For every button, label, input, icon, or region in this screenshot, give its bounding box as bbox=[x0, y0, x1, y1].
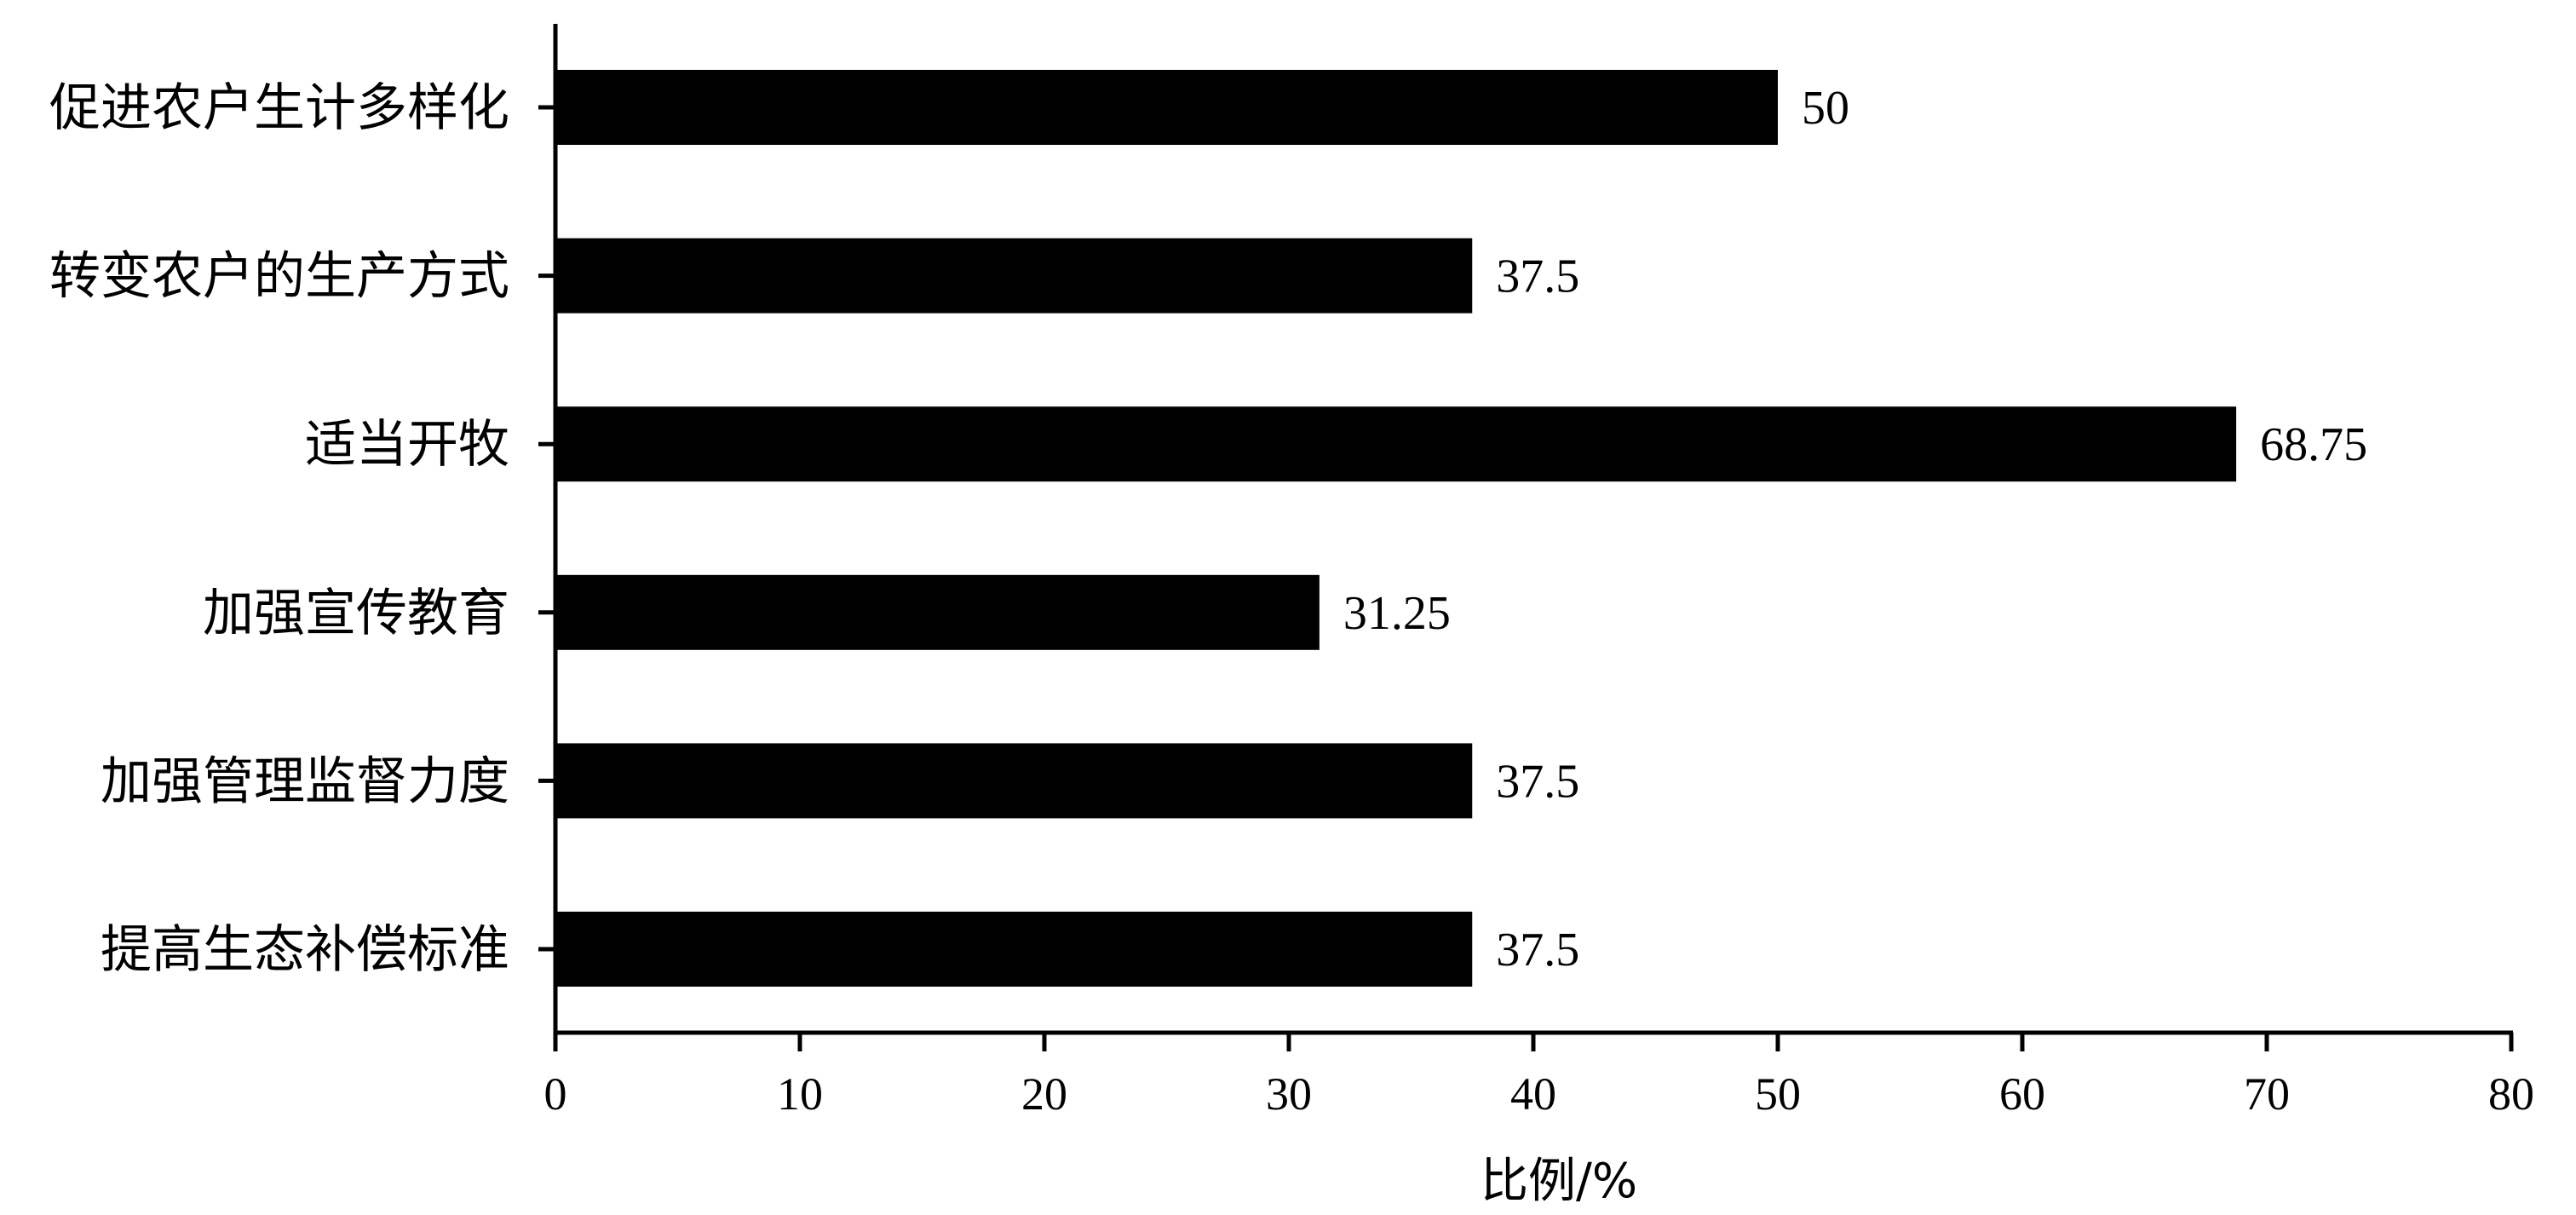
value-label-1: 37.5 bbox=[1496, 250, 1579, 303]
category-labels-layer: 促进农户生计多样化转变农户的生产方式适当开牧加强宣传教育加强管理监督力度提高生态… bbox=[49, 78, 509, 980]
category-label-1: 转变农户的生产方式 bbox=[49, 247, 509, 307]
x-axis-title: 比例/% bbox=[1481, 1154, 1637, 1209]
x-tick-label-2: 20 bbox=[1021, 1068, 1067, 1120]
bar-5 bbox=[555, 912, 1473, 987]
x-tick-label-5: 50 bbox=[1755, 1068, 1801, 1120]
value-label-4: 37.5 bbox=[1496, 755, 1579, 808]
x-tick-label-8: 80 bbox=[2488, 1068, 2534, 1120]
value-label-3: 31.25 bbox=[1343, 587, 1451, 640]
value-label-2: 68.75 bbox=[2260, 418, 2367, 471]
x-tick-label-4: 40 bbox=[1510, 1068, 1556, 1120]
bar-3 bbox=[555, 574, 1320, 650]
x-tick-label-1: 10 bbox=[777, 1068, 823, 1120]
x-tick-label-6: 60 bbox=[1999, 1068, 2045, 1120]
axes-layer bbox=[538, 24, 2513, 1035]
bar-4 bbox=[555, 743, 1473, 819]
value-labels-layer: 50 37.5 68.75 31.25 37.5 37.5 bbox=[1343, 82, 2367, 976]
x-tick-label-7: 70 bbox=[2244, 1068, 2290, 1120]
value-label-5: 37.5 bbox=[1496, 924, 1579, 976]
bar-1 bbox=[555, 238, 1473, 314]
category-label-2: 适当开牧 bbox=[305, 415, 509, 475]
x-tick-label-0: 0 bbox=[544, 1068, 567, 1120]
bar-2 bbox=[555, 406, 2237, 482]
category-label-5: 提高生态补偿标准 bbox=[101, 920, 509, 980]
category-label-4: 加强管理监督力度 bbox=[101, 751, 509, 811]
value-label-0: 50 bbox=[1802, 82, 1849, 135]
bar-0 bbox=[555, 70, 1778, 145]
category-label-0: 促进农户生计多样化 bbox=[49, 78, 509, 138]
bars-layer bbox=[555, 70, 2237, 987]
x-tick-label-3: 30 bbox=[1266, 1068, 1312, 1120]
x-ticks-layer: 0 10 20 30 40 50 60 70 80 bbox=[544, 1033, 2534, 1120]
category-label-3: 加强宣传教育 bbox=[203, 584, 509, 643]
